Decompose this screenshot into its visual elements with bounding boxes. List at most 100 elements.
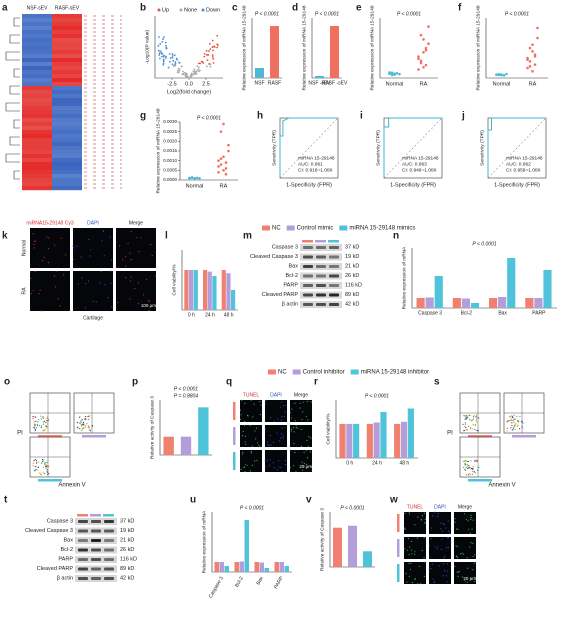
cell-signal	[119, 245, 121, 247]
event	[36, 423, 38, 426]
cell-signal	[60, 237, 62, 239]
cell-signal	[47, 237, 50, 239]
event	[506, 430, 508, 432]
heatmap-cell	[52, 130, 82, 135]
cell-signal	[246, 464, 248, 467]
heatmap-cell	[52, 86, 82, 91]
x-tick-label: 2.5	[202, 81, 210, 87]
event	[513, 418, 515, 420]
heatmap-cell	[52, 46, 82, 51]
cell-signal	[471, 528, 473, 530]
micrograph	[290, 425, 312, 447]
bar	[348, 525, 357, 567]
event	[511, 424, 513, 427]
cell-signal	[428, 545, 431, 547]
event	[462, 423, 464, 425]
event	[42, 471, 44, 473]
cell-signal	[254, 430, 256, 432]
band	[316, 284, 326, 287]
cell-signal	[447, 547, 449, 549]
x-tick-label: Bcl-2	[461, 310, 473, 316]
micrograph	[73, 271, 113, 311]
data-point	[500, 73, 503, 76]
cell-signal	[464, 580, 466, 582]
x-tick-label: 0 h	[346, 460, 353, 466]
diagonal	[383, 117, 443, 179]
volcano-point	[211, 54, 214, 56]
heatmap-cell	[22, 142, 52, 147]
band	[91, 577, 101, 580]
volcano-point	[167, 67, 170, 69]
event	[34, 423, 36, 425]
bar	[219, 562, 224, 572]
panel-letter: s	[434, 377, 440, 388]
cell-signal	[470, 516, 472, 519]
lane-marker	[302, 240, 313, 243]
event	[468, 465, 470, 467]
event	[89, 429, 91, 432]
event	[88, 414, 90, 416]
event	[43, 420, 46, 422]
cell-signal	[462, 553, 465, 555]
cell-signal	[303, 451, 305, 454]
data-point	[419, 33, 423, 37]
heatmap-cell	[22, 78, 52, 83]
cell-signal	[38, 293, 40, 295]
band-size: 26 kD	[345, 273, 359, 279]
volcano-point	[181, 73, 184, 76]
cell-signal	[281, 416, 283, 418]
cell-signal	[142, 294, 145, 296]
cell-signal	[90, 249, 92, 251]
data-point	[195, 176, 199, 180]
event	[80, 424, 82, 426]
cell-signal	[137, 282, 140, 284]
data-point	[388, 71, 391, 74]
group-bar	[38, 479, 62, 482]
event	[477, 461, 479, 463]
cell-signal	[30, 292, 32, 295]
cell-signal	[294, 452, 296, 454]
cell-signal	[300, 428, 302, 431]
micrograph	[240, 400, 262, 422]
cell-signal	[125, 256, 127, 258]
event	[81, 419, 83, 421]
event	[513, 421, 515, 423]
cell-signal	[272, 441, 275, 444]
heatmap-cell	[22, 110, 52, 115]
bar	[226, 273, 231, 310]
volcano-point	[159, 50, 162, 53]
band-label: β actin	[57, 575, 73, 581]
x-axis-label: 1-Specificity (FPR)	[286, 182, 332, 188]
cell-signal	[309, 451, 311, 453]
event	[35, 420, 37, 422]
band	[78, 567, 88, 571]
x-axis-label: Annexin V	[488, 483, 515, 489]
y-tick-label: 0.0015	[163, 148, 177, 153]
cell-signal	[87, 280, 90, 282]
legend-label: NC	[278, 370, 287, 376]
y-axis-label: Relative expression of miRNA 15-29148	[241, 5, 247, 90]
data-point	[531, 70, 534, 73]
volcano-point	[162, 62, 165, 65]
data-point	[217, 165, 220, 168]
micrograph	[454, 537, 476, 559]
heatmap-cell	[52, 178, 82, 183]
cell-signal	[474, 554, 476, 556]
cell-signal	[244, 441, 246, 443]
cell-signal	[73, 258, 75, 261]
cell-signal	[408, 562, 410, 565]
band	[316, 274, 326, 278]
y-axis-label: Sensitivity (TPR)	[479, 130, 485, 166]
cell-signal	[307, 419, 309, 421]
cell-signal	[104, 284, 106, 286]
cell-signal	[305, 463, 308, 465]
p-value: P = 0.8804	[174, 393, 198, 399]
cell-signal	[277, 459, 280, 462]
cell-signal	[440, 522, 442, 524]
event	[39, 472, 41, 474]
event	[465, 418, 467, 420]
cell-signal	[404, 527, 406, 529]
cell-signal	[461, 576, 464, 578]
cell-signal	[445, 527, 447, 529]
event	[48, 473, 50, 475]
